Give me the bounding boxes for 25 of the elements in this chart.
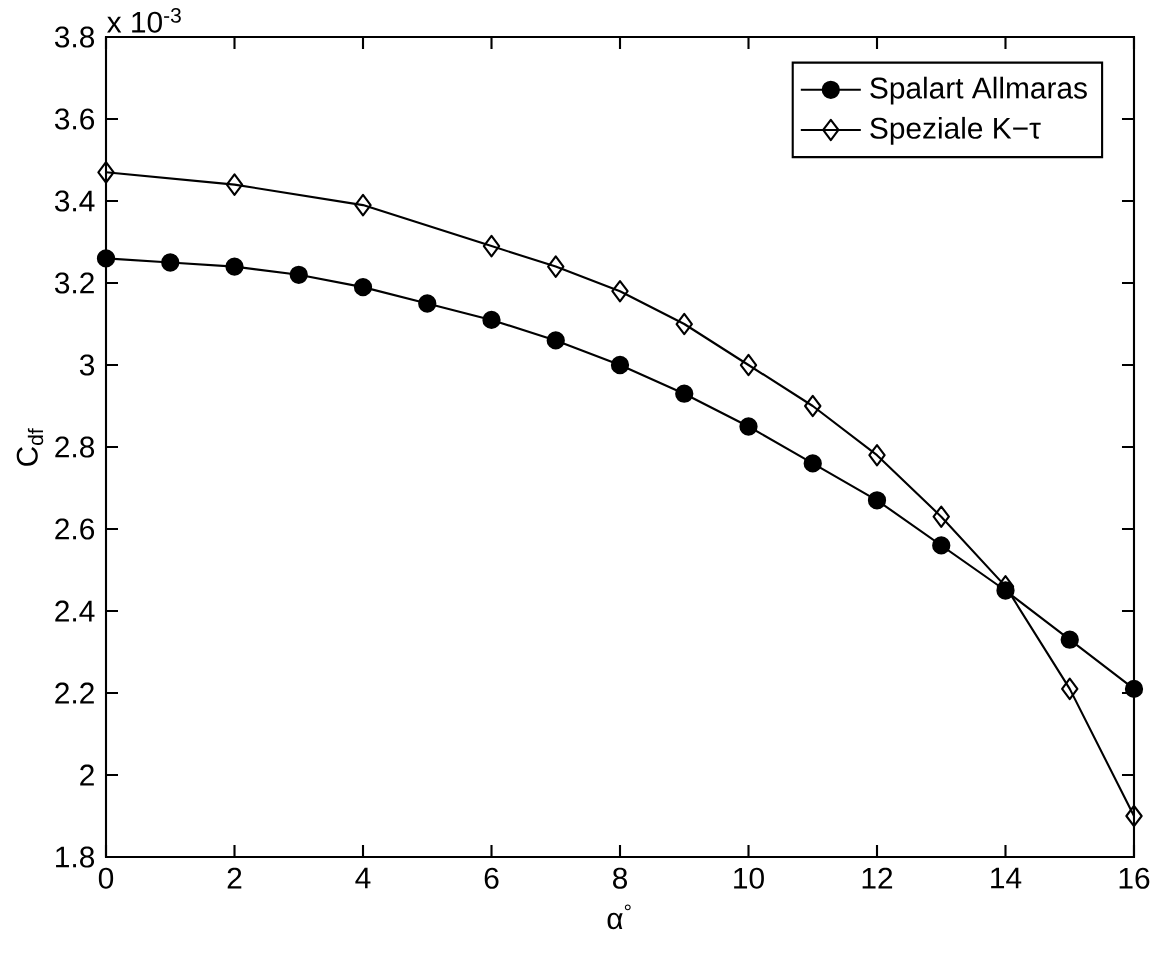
y-tick-label: 1.8: [56, 846, 95, 868]
y-tick-label: 3.4: [54, 190, 95, 212]
x-tick-label: 10: [734, 867, 764, 889]
y-tick-label: 2.4: [55, 600, 95, 622]
x-tick-label: 12: [862, 867, 893, 889]
y-tick-label: 2.2: [55, 682, 94, 704]
text: x 10$^{-3}$: [107, 7, 181, 33]
y-tick-label: 3.6: [54, 108, 95, 130]
x-tick-label: 0: [98, 867, 114, 889]
y-tick-label: 3.2: [54, 272, 94, 294]
x-tick-label: 14: [991, 867, 1022, 889]
y-tick-label: 3: [79, 354, 95, 376]
y-tick-label: 2.6: [55, 518, 95, 540]
y-tick-label: 2.8: [55, 436, 95, 458]
legend-label: Spalart Allmaras: [870, 76, 1087, 105]
y-tick-label: 2: [80, 764, 94, 786]
x-axis-title: α$^{°}$: [607, 904, 631, 930]
x-tick-label: 16: [1119, 867, 1150, 889]
x-tick-label: 2: [227, 867, 242, 889]
y-tick-label: 3.8: [54, 26, 95, 48]
y-axis-title: C$_{df}$: [16, 428, 44, 466]
x-tick-label: 8: [613, 867, 628, 889]
legend-label: Speziale K−τ: [870, 116, 1041, 145]
x-tick-label: 4: [355, 867, 371, 889]
x-tick-label: 6: [484, 867, 499, 889]
